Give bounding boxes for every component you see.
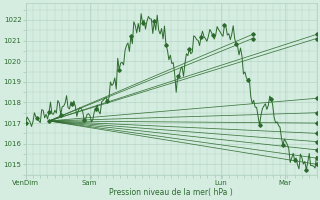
X-axis label: Pression niveau de la mer( hPa ): Pression niveau de la mer( hPa ) — [109, 188, 233, 197]
